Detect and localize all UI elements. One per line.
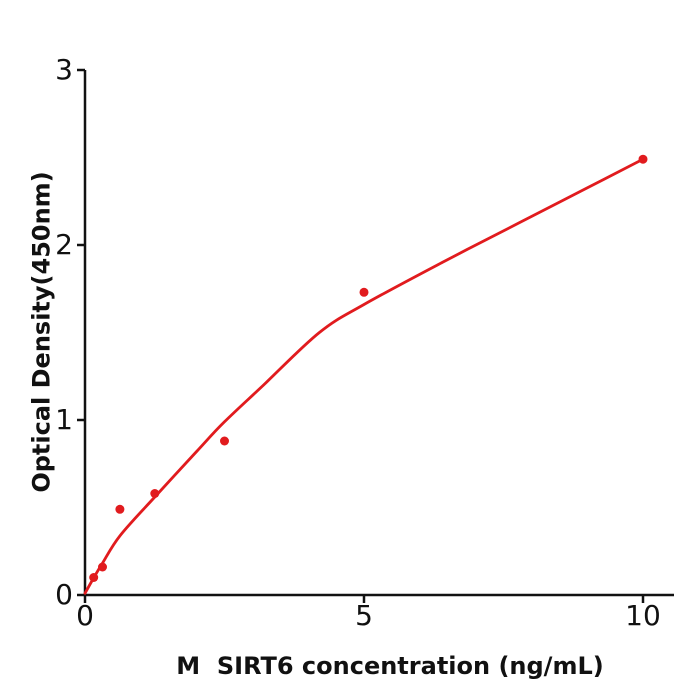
data-point xyxy=(220,436,229,446)
x-tick-label: 10 xyxy=(625,599,661,632)
y-axis-title: Optical Density(450nm) xyxy=(27,171,56,493)
x-tick-label: 5 xyxy=(355,599,373,632)
data-point xyxy=(115,504,125,514)
y-tick-label: 0 xyxy=(55,578,73,611)
data-point xyxy=(638,154,648,164)
x-axis-title: M SIRT6 concentration (ng/mL) xyxy=(176,652,604,680)
data-point xyxy=(89,573,99,582)
data-point xyxy=(150,489,160,498)
y-tick-label: 1 xyxy=(55,403,73,436)
data-point xyxy=(359,287,369,297)
data-point xyxy=(98,562,107,572)
fit-curve xyxy=(83,157,645,595)
axis-spines xyxy=(83,70,674,597)
y-tick-label: 2 xyxy=(55,228,73,261)
x-tick-label: 0 xyxy=(76,599,94,632)
y-tick-label: 3 xyxy=(55,53,73,86)
